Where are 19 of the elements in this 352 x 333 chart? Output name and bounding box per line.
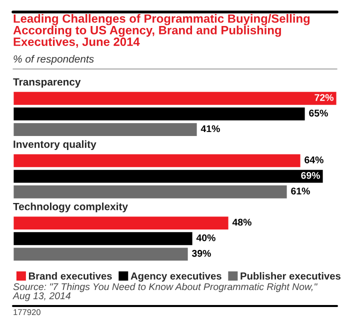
data-label: 65%	[309, 110, 328, 117]
y-tick-label: Technology complexity	[13, 202, 128, 212]
chart-title: Leading Challenges of Programmatic Buying/Selling According to US Agency, Brand and Publishing Executives, June 2014	[13, 14, 310, 48]
data-label: 72%	[314, 94, 334, 101]
legend-label: Brand executives	[28, 272, 112, 280]
text: 177920	[14, 309, 40, 316]
source-note: Source: "7 Things You Need to Know About Programmatic Right Now," Aug 13, 2014	[12, 283, 318, 302]
data-label: 48%	[232, 218, 252, 226]
y-tick-label: Transparency	[13, 78, 81, 88]
data-label: 41%	[200, 125, 220, 132]
data-label: 64%	[304, 156, 324, 164]
chart-subtitle: % of respondents	[14, 55, 94, 65]
y-tick-label: Inventory quality	[14, 140, 96, 150]
data-label: 39%	[192, 250, 211, 257]
legend-label: Agency executives	[130, 272, 222, 282]
data-label: 61%	[291, 188, 310, 194]
data-label: 40%	[196, 234, 216, 242]
data-label: 69%	[301, 172, 320, 179]
legend-label: Publisher executives	[240, 272, 340, 280]
